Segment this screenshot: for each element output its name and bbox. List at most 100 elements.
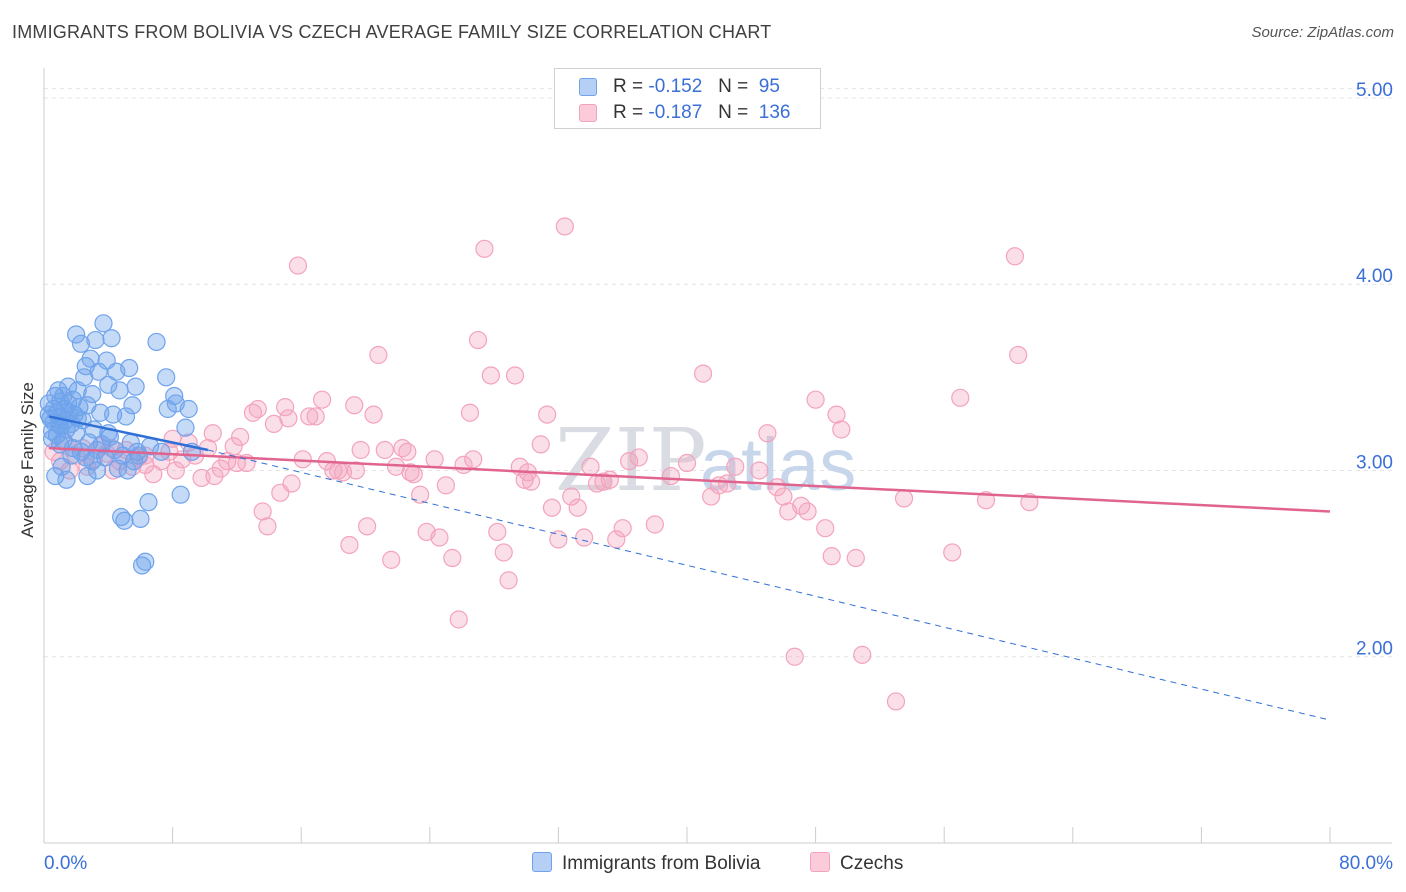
czech-point <box>976 491 996 510</box>
bolivia-point <box>57 470 76 489</box>
czech-point <box>943 543 962 562</box>
czech-point <box>358 517 377 536</box>
bolivia-swatch <box>579 78 597 96</box>
czech-point <box>499 571 518 590</box>
czech-point <box>853 645 872 664</box>
bolivia-point <box>165 386 184 406</box>
bolivia-point <box>110 381 129 400</box>
czech-legend-swatch <box>810 852 830 872</box>
czech-point <box>351 440 370 460</box>
legend-n-label: N = <box>718 102 749 123</box>
czech-point <box>306 407 325 426</box>
bottom-legend-czech: Czechs <box>810 852 903 875</box>
bolivia-point <box>86 330 105 350</box>
bolivia-point <box>95 448 115 467</box>
bolivia-point <box>123 396 142 415</box>
czech-point <box>425 450 444 469</box>
bolivia-point <box>157 368 176 387</box>
bolivia-point <box>71 334 91 353</box>
czech-point <box>430 528 449 547</box>
chart-title: IMMIGRANTS FROM BOLIVIA VS CZECH AVERAGE… <box>12 22 772 42</box>
czech-point <box>203 424 222 443</box>
legend-n-value: 95 <box>758 76 780 97</box>
czech-point <box>750 461 769 480</box>
czech-point <box>816 519 835 538</box>
bolivia-point <box>94 314 113 333</box>
bolivia-points <box>39 314 201 575</box>
czech-point <box>822 547 841 566</box>
y-axis-label: Average Family Size <box>18 382 37 538</box>
bolivia-point <box>39 405 58 424</box>
czech-point <box>758 424 777 443</box>
czech-point <box>549 530 568 549</box>
legend-r-value: -0.152 <box>648 76 703 97</box>
czech-point <box>231 427 250 447</box>
tick-labels: 2.00 3.00 4.00 5.00 0.0% 80.0% <box>44 80 1393 874</box>
czech-point <box>248 399 267 419</box>
czech-point <box>345 396 364 415</box>
czech-point <box>481 366 500 385</box>
czech-point <box>661 466 681 486</box>
czech-point <box>562 487 581 506</box>
czech-point <box>886 692 906 711</box>
czech-points <box>44 217 1039 711</box>
bolivia-point <box>131 509 150 528</box>
bolivia-point <box>129 446 148 465</box>
czech-point <box>488 522 507 542</box>
czech-point <box>205 466 224 486</box>
czech-point <box>505 366 525 385</box>
y-tick-label: 2.00 <box>1356 639 1393 660</box>
czech-point <box>475 239 494 258</box>
bolivia-point <box>176 418 195 437</box>
legend-text-bolivia: R = -0.152 N = 95 <box>613 76 780 98</box>
czech-point <box>449 610 468 629</box>
czech-point <box>468 330 488 350</box>
czech-point <box>718 474 737 493</box>
bolivia-point <box>115 511 134 530</box>
bolivia-trend-line-dashed <box>207 449 1331 721</box>
legend-n-label: N = <box>718 76 749 97</box>
bolivia-trend-line <box>48 415 209 452</box>
bolivia-point <box>83 385 102 404</box>
bolivia-point <box>87 461 107 480</box>
czech-point <box>346 461 365 480</box>
bolivia-point <box>171 485 190 504</box>
czech-point <box>677 453 697 473</box>
czech-point <box>364 405 383 424</box>
bolivia-point <box>62 446 81 465</box>
y-tick-label: 4.00 <box>1356 266 1393 287</box>
czech-point <box>144 465 163 484</box>
axes <box>43 68 1392 844</box>
y-tick-label: 5.00 <box>1356 80 1393 101</box>
czech-point <box>443 548 462 568</box>
czech-point <box>288 256 308 275</box>
czech-point <box>1009 345 1028 365</box>
bolivia-point <box>152 442 171 461</box>
czech-point <box>166 461 185 480</box>
czech-point <box>382 550 401 569</box>
czech-point <box>279 409 298 428</box>
czech-point <box>531 435 550 454</box>
bolivia-point <box>179 399 198 419</box>
czech-point <box>594 472 613 491</box>
czech-point <box>401 463 420 482</box>
czech-point <box>798 502 817 521</box>
czech-point <box>258 517 277 536</box>
czech-swatch <box>579 104 597 122</box>
bolivia-point <box>78 466 97 486</box>
czech-point <box>411 485 430 504</box>
bolivia-legend-swatch <box>532 852 552 872</box>
y-tick-label: 3.00 <box>1356 452 1393 473</box>
czech-point <box>436 476 455 495</box>
legend-r-label: R = <box>613 102 644 123</box>
bolivia-point <box>67 325 86 344</box>
bolivia-point <box>139 493 158 512</box>
czech-point <box>375 440 394 460</box>
czech-point <box>620 452 639 471</box>
czech-point <box>600 470 619 489</box>
x-tick-label-min: 0.0% <box>44 853 87 874</box>
bolivia-point <box>102 329 121 348</box>
bolivia-point <box>50 435 70 454</box>
czech-point <box>613 519 632 538</box>
